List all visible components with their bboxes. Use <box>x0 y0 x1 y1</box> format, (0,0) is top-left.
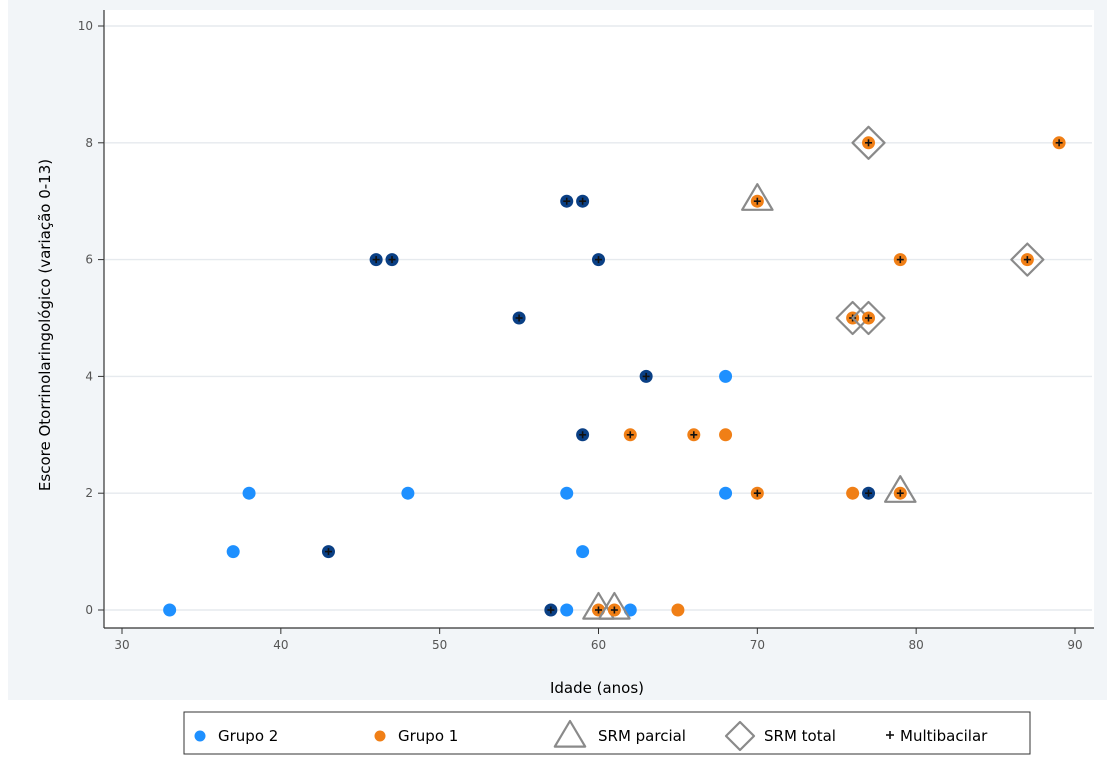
point-grupo-1-9-srm-total <box>835 300 870 336</box>
point-grupo-2-2 <box>242 486 256 500</box>
point-grupo-1-7-multibacilar-mark <box>753 197 761 205</box>
point-grupo-1-7-srm-parcial <box>741 183 774 211</box>
y-tick-label-2: 2 <box>85 486 93 500</box>
point-grupo-1-15-multibacilar-mark <box>1055 139 1063 147</box>
y-tick-label-4: 4 <box>85 369 93 383</box>
plot-area <box>104 10 1094 628</box>
point-grupo-2-7-multibacilar-mark <box>515 314 523 322</box>
legend-item-grupo1: Grupo 1 <box>374 727 458 745</box>
x-tick-label-40: 40 <box>273 638 288 652</box>
point-grupo-2-20-multibacilar-mark <box>865 489 873 497</box>
point-grupo-1-10-multibacilar-mark <box>865 314 873 322</box>
point-grupo-1-12-srm-parcial <box>883 475 917 503</box>
y-tick-label-0: 0 <box>85 603 93 617</box>
point-grupo-2-0 <box>163 603 177 617</box>
point-grupo-1-12-multibacilar-mark <box>896 489 904 497</box>
x-axis-title: Idade (anos) <box>550 679 644 697</box>
point-grupo-2-14-multibacilar-mark <box>579 197 587 205</box>
point-grupo-2-10 <box>560 486 574 500</box>
legend-item-grupo1-label: Grupo 1 <box>398 727 458 745</box>
y-axis-title: Escore Otorrinolaringológico (variação 0… <box>36 159 54 491</box>
legend-item-srm_parcial: SRM parcial <box>553 719 686 748</box>
point-grupo-2-1 <box>226 545 240 559</box>
legend-item-grupo2: Grupo 2 <box>194 727 278 745</box>
x-tick-label-30: 30 <box>114 638 129 652</box>
y-tick-label-8: 8 <box>85 136 93 150</box>
y-tick-label-10: 10 <box>78 19 93 33</box>
legend-item-multibacilar-label: Multibacilar <box>900 727 988 745</box>
point-grupo-1-11-srm-total <box>851 125 886 160</box>
point-grupo-1-13-multibacilar-mark <box>896 256 904 264</box>
point-grupo-2-9 <box>560 603 574 617</box>
x-tick-label-50: 50 <box>432 638 447 652</box>
point-grupo-2-18 <box>719 369 733 383</box>
x-tick-label-90: 90 <box>1067 638 1082 652</box>
legend-item-srm_total-label: SRM total <box>764 727 836 745</box>
legend: Grupo 2 Grupo 1 SRM parcial SRM total Multib… <box>183 711 1031 755</box>
y-tick-label-6: 6 <box>85 253 93 267</box>
point-grupo-2-17-multibacilar-mark <box>642 372 650 380</box>
legend-box <box>183 711 1031 755</box>
point-grupo-2-12 <box>576 545 590 559</box>
point-grupo-1-10-srm-total <box>851 300 886 336</box>
legend-item-srm_parcial-label: SRM parcial <box>598 727 686 745</box>
point-grupo-2-19 <box>719 486 733 500</box>
point-grupo-2-15-multibacilar-mark <box>595 256 602 264</box>
point-grupo-1-1-multibacilar-mark <box>610 606 618 614</box>
point-grupo-2-4-multibacilar-mark <box>372 256 380 264</box>
legend-item-srm_total-swatch <box>724 720 756 752</box>
legend-item-multibacilar-swatch <box>886 731 894 739</box>
point-grupo-1-8 <box>846 486 860 500</box>
legend-item-grupo2-swatch <box>194 730 206 742</box>
legend-item-srm_parcial-swatch <box>553 719 587 748</box>
data-points <box>163 125 1066 620</box>
point-grupo-2-6 <box>401 486 415 500</box>
legend-item-srm_total: SRM total <box>724 720 836 752</box>
point-grupo-1-0-multibacilar-mark <box>595 606 602 614</box>
point-grupo-1-4-multibacilar-mark <box>690 431 698 439</box>
axes: 0 2 4 6 8 10 30 40 50 60 70 80 90 <box>78 10 1094 652</box>
point-grupo-1-3 <box>671 603 685 617</box>
legend-item-grupo2-label: Grupo 2 <box>218 727 278 745</box>
x-tick-label-60: 60 <box>591 638 606 652</box>
point-grupo-1-1-srm-parcial <box>598 591 631 620</box>
legend-item-grupo1-swatch <box>374 730 386 742</box>
point-grupo-2-5-multibacilar-mark <box>388 256 396 264</box>
point-grupo-1-5 <box>719 428 733 442</box>
legend-item-multibacilar: Multibacilar <box>886 727 988 745</box>
x-tick-label-80: 80 <box>909 638 924 652</box>
x-tick-label-70: 70 <box>750 638 765 652</box>
point-grupo-2-13-multibacilar-mark <box>579 431 587 439</box>
point-grupo-1-11-multibacilar-mark <box>865 139 873 147</box>
point-grupo-2-3-multibacilar-mark <box>324 548 332 556</box>
point-grupo-1-6-multibacilar-mark <box>753 489 761 497</box>
point-grupo-2-8-multibacilar-mark <box>547 606 555 614</box>
point-grupo-1-2-multibacilar-mark <box>626 431 634 439</box>
point-grupo-1-14-srm-total <box>1010 242 1045 277</box>
point-grupo-1-14-multibacilar-mark <box>1023 256 1031 264</box>
point-grupo-2-11-multibacilar-mark <box>563 197 571 205</box>
